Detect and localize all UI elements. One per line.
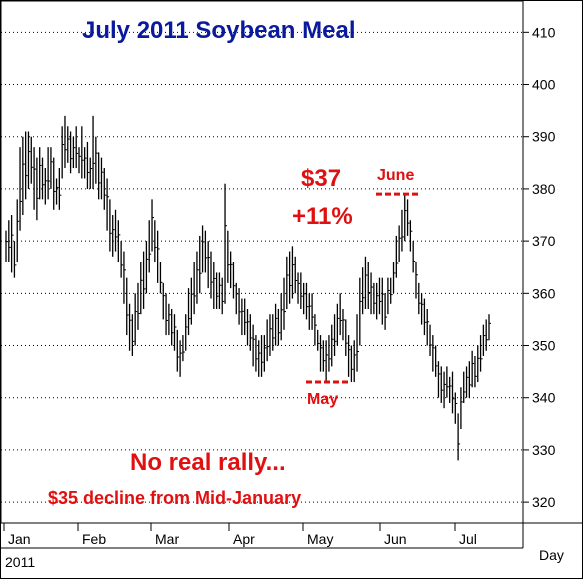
y-tick-label: 410 <box>532 24 556 40</box>
y-tick-label: 400 <box>532 77 556 93</box>
x-tick-label: Feb <box>82 531 106 547</box>
y-tick-label: 390 <box>532 129 556 145</box>
x-tick-label: Mar <box>155 531 179 547</box>
price-bars <box>5 115 491 461</box>
x-tick-label: Jul <box>459 531 477 547</box>
x-axis-label: Day <box>539 547 564 563</box>
y-tick-label: 320 <box>532 494 556 510</box>
annotation-plus-11-percent: +11% <box>292 203 353 230</box>
year-label: 2011 <box>5 554 35 570</box>
annotation-no-real-rally: No real rally... <box>130 449 286 476</box>
y-tick-label: 350 <box>532 338 556 354</box>
y-tick-label: 370 <box>532 233 556 249</box>
y-tick-label: 330 <box>532 442 556 458</box>
x-tick-label: May <box>307 531 333 547</box>
x-tick-label: Jan <box>8 531 31 547</box>
x-tick-label: Apr <box>233 531 255 547</box>
y-tick-label: 360 <box>532 285 556 301</box>
x-tick-label: Jun <box>384 531 407 547</box>
annotation-may: May <box>307 391 338 408</box>
y-tick-label: 380 <box>532 181 556 197</box>
chart-title: July 2011 Soybean Meal <box>82 17 355 44</box>
annotation-june: June <box>377 167 414 184</box>
annotation-decline: $35 decline from Mid-January <box>48 488 301 508</box>
y-axis-ticks: 320 330 340 350 360 370 380 390 400 410 <box>523 24 556 510</box>
x-axis-ticks: Jan Feb Mar Apr May Jun Jul <box>3 523 477 547</box>
annotation-dollar-37: $37 <box>301 165 341 192</box>
y-tick-label: 340 <box>532 390 556 406</box>
